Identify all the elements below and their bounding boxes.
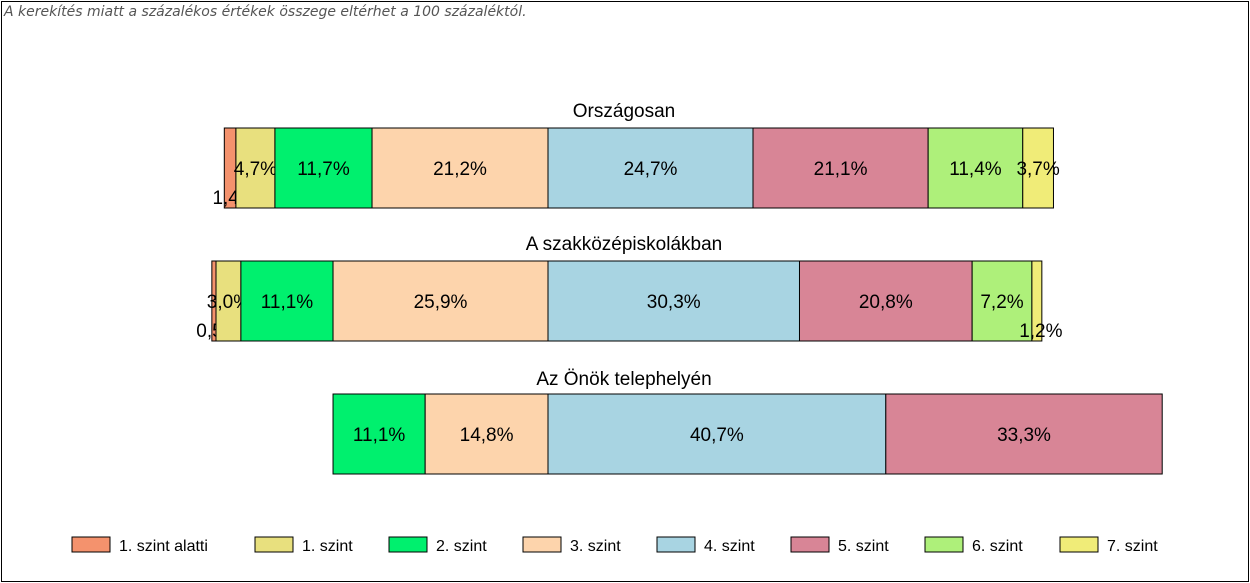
data-label-3-szint: 21,2% — [433, 159, 487, 180]
data-label-3-szint: 25,9% — [414, 292, 468, 313]
data-label-5-szint: 33,3% — [997, 425, 1051, 446]
data-label-5-szint: 21,1% — [814, 159, 868, 180]
legend-label-4-szint: 4. szint — [704, 538, 755, 555]
legend-swatch-3-szint — [522, 536, 562, 553]
data-label-2-szint: 11,1% — [353, 425, 406, 446]
data-label-4-szint: 24,7% — [624, 159, 678, 180]
bar-segment-3-szint — [424, 393, 549, 475]
legend-swatch-7-szint — [1059, 536, 1099, 553]
bar-segment-2-szint — [332, 393, 426, 475]
bar-segment-7-szint — [1022, 127, 1054, 209]
bar-segment-4-szint — [547, 393, 887, 475]
legend-swatch-2-szint — [388, 536, 428, 553]
row-title-orszagosan: Országosan — [573, 101, 675, 122]
row-title-a-szakkozepiskolakban: A szakközépiskolákban — [526, 234, 722, 255]
data-label-2-szint: 11,7% — [297, 159, 350, 180]
legend-swatch-1-szint — [254, 536, 294, 553]
data-label-6-szint: 11,4% — [949, 159, 1002, 180]
bar-segment-1-szint — [235, 127, 276, 209]
bar-segment-5-szint — [885, 393, 1163, 475]
bar-segment-6-szint — [927, 127, 1024, 209]
bar-segment-5-szint — [752, 127, 929, 209]
data-label-2-szint: 11,1% — [261, 292, 314, 313]
bar-segment-2-szint — [274, 127, 373, 209]
data-label-6-szint: 7,2% — [980, 292, 1023, 313]
bar-segment-7-szint — [1031, 260, 1043, 342]
rounding-note: A kerekítés miatt a százalékos értékek ö… — [4, 4, 527, 20]
legend-swatch-4-szint — [656, 536, 696, 553]
data-label-7-szint: 3,7% — [1016, 159, 1059, 180]
bar-segment-3-szint — [371, 127, 549, 209]
bar-segment-6-szint — [971, 260, 1033, 342]
bar-segment-1-szint — [215, 260, 242, 342]
bar-segment-5-szint — [798, 260, 973, 342]
legend-swatch-1-szint-alatti — [71, 536, 111, 553]
data-label-1-szint: 3,0% — [207, 292, 250, 313]
data-label-4-szint: 30,3% — [647, 292, 701, 313]
legend-swatch-6-szint — [924, 536, 964, 553]
legend-label-1-szint: 1. szint — [302, 538, 353, 555]
legend-label-5-szint: 5. szint — [838, 538, 889, 555]
legend-label-3-szint: 3. szint — [570, 538, 621, 555]
legend-swatch-5-szint — [790, 536, 830, 553]
legend-label-7-szint: 7. szint — [1107, 538, 1158, 555]
bar-segment-4-szint — [547, 260, 800, 342]
data-label-4-szint: 40,7% — [690, 425, 744, 446]
bar-segment-3-szint — [332, 260, 549, 342]
data-label-1-szint: 4,7% — [234, 159, 277, 180]
legend-label-6-szint: 6. szint — [972, 538, 1023, 555]
row-title-az-onok-telephelyen: Az Önök telephelyén — [536, 369, 711, 390]
data-label-7-szint: 1,2% — [1019, 321, 1062, 342]
legend-label-1-szint-alatti: 1. szint alatti — [119, 538, 208, 555]
legend-label-2-szint: 2. szint — [436, 538, 487, 555]
data-label-5-szint: 20,8% — [859, 292, 913, 313]
data-label-3-szint: 14,8% — [460, 425, 514, 446]
